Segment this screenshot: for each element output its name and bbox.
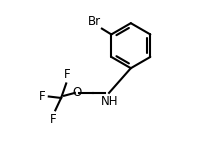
Text: O: O xyxy=(72,86,81,99)
Text: F: F xyxy=(50,113,56,126)
Text: NH: NH xyxy=(101,95,118,108)
Text: F: F xyxy=(64,67,71,81)
Text: Br: Br xyxy=(88,15,101,28)
Text: F: F xyxy=(38,90,45,103)
